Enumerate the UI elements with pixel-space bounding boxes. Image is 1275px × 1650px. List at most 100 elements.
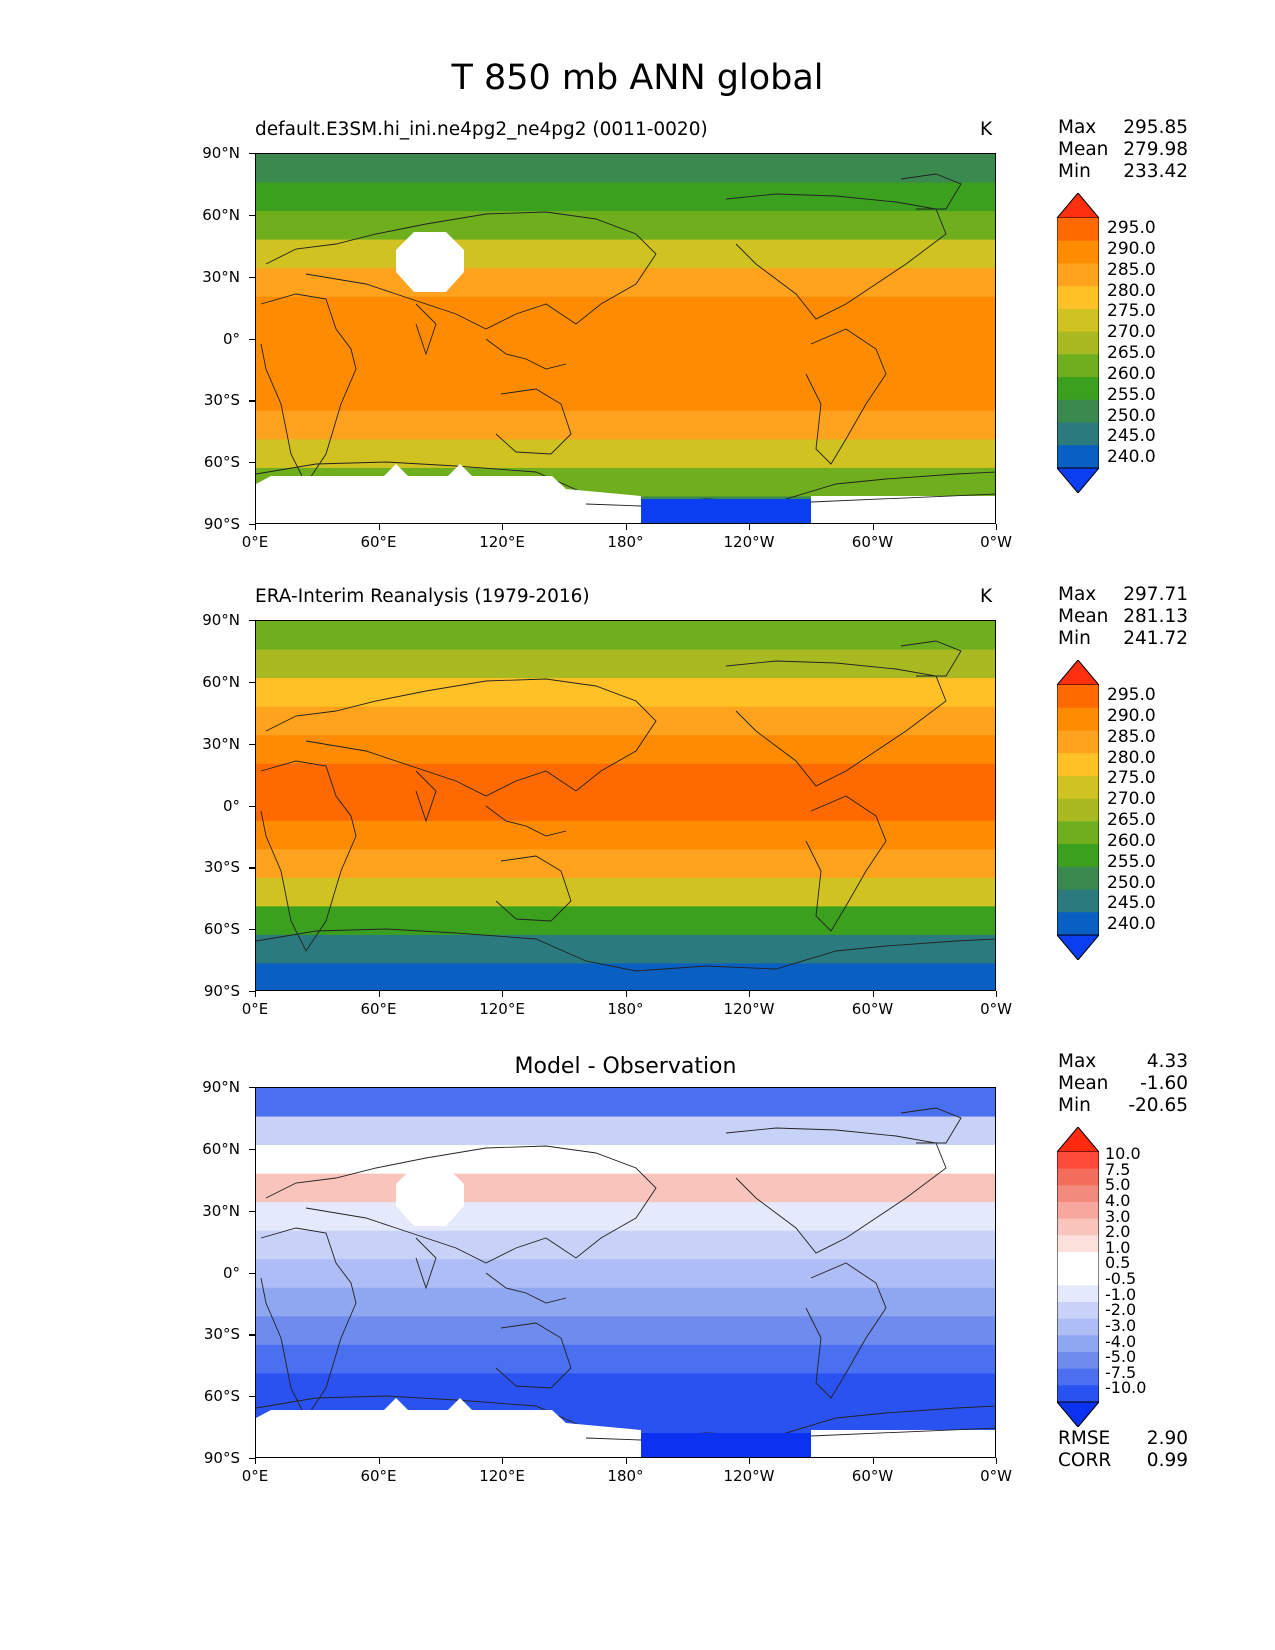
lat-tick-mark <box>249 1458 255 1460</box>
colorbar-label: 245.0 <box>1107 893 1156 914</box>
lat-tick-mark <box>249 276 255 278</box>
lat-tick-mark <box>249 1210 255 1212</box>
colorbar-segment <box>1057 1368 1099 1386</box>
coastline <box>265 1145 657 1264</box>
lat-tick-mark <box>249 524 255 526</box>
coastline <box>256 928 995 972</box>
lat-tick-label: 90°N <box>202 611 240 629</box>
lat-band <box>256 439 995 469</box>
antarctic-low-region <box>641 1433 811 1457</box>
lat-tick-mark <box>249 153 255 155</box>
colorbar-label: 255.0 <box>1107 851 1156 872</box>
lon-tick-mark <box>255 991 257 997</box>
lon-tick-mark <box>749 1458 751 1464</box>
stats-block: Max 4.33 Mean -1.60 Min -20.65 <box>1058 1051 1188 1117</box>
coastline <box>260 1227 357 1419</box>
colorbar-segment <box>1057 240 1099 265</box>
lat-band <box>256 325 995 355</box>
lat-band <box>256 1344 995 1375</box>
lat-tick-label: 60°S <box>203 920 240 939</box>
lat-band <box>256 353 995 384</box>
stat-max-label: Max <box>1058 584 1097 605</box>
lat-band <box>256 296 995 327</box>
colorbar-segment <box>1057 730 1099 754</box>
lat-band <box>256 706 995 737</box>
colorbar-segment <box>1057 1152 1099 1170</box>
colorbar-extend-top <box>1057 660 1099 686</box>
lat-band <box>256 154 995 184</box>
rmse-label: RMSE <box>1058 1428 1111 1449</box>
lon-tick-label: 60°W <box>851 533 894 551</box>
coastline <box>495 855 572 922</box>
lat-band <box>256 1202 995 1232</box>
lat-tick-label: 30°S <box>203 858 240 877</box>
colorbar-segment <box>1057 775 1099 800</box>
stat-min: 233.42 <box>1123 161 1188 182</box>
stat-mean-label: Mean <box>1058 1073 1109 1094</box>
lat-band <box>256 239 995 270</box>
panel-diff: Model - Observation Max 4.33 Mean -1.60 Mi… <box>0 1044 1275 1504</box>
lon-tick-label: 120°E <box>479 1000 525 1018</box>
map-field <box>256 1088 995 1457</box>
lon-tick-mark <box>872 991 874 997</box>
lat-tick-label: 30°S <box>203 1325 240 1344</box>
lat-band <box>256 1230 995 1261</box>
lat-band <box>256 849 995 879</box>
lat-band <box>256 1259 995 1289</box>
lat-tick-label: 90°S <box>203 1449 240 1467</box>
lat-tick-label: 0° <box>222 1263 240 1282</box>
lon-tick-label: 0°W <box>980 1000 1012 1018</box>
lat-tick-label: 90°N <box>202 1078 240 1096</box>
colorbar-segment <box>1057 1202 1099 1220</box>
missing-data-tibet <box>396 1166 464 1226</box>
lon-tick-label: 180° <box>607 1467 644 1485</box>
lat-tick-label: 60°N <box>202 672 240 691</box>
lon-tick-label: 180° <box>607 533 644 551</box>
missing-data-tibet <box>396 232 464 292</box>
lat-tick-mark <box>249 929 255 931</box>
stat-min-label: Min <box>1058 628 1091 649</box>
colorbar-segment <box>1057 889 1099 913</box>
missing-data-antarctica-east <box>811 1430 995 1457</box>
coastline <box>415 770 437 823</box>
lon-tick-mark <box>996 524 998 530</box>
map-model <box>255 153 996 524</box>
missing-data-antarctica-west <box>256 1398 641 1457</box>
coastline <box>485 1272 567 1304</box>
colorbar-label: 10.0 <box>1105 1144 1141 1163</box>
colorbar-extend-bottom <box>1057 1401 1099 1427</box>
lat-band <box>256 382 995 412</box>
lat-tick-mark <box>249 620 255 622</box>
colorbar-segment <box>1057 1335 1099 1353</box>
colorbar-label: -10.0 <box>1105 1378 1147 1398</box>
lat-band <box>256 268 995 298</box>
panel-obs: ERA-Interim Reanalysis (1979-2016) K Max… <box>0 577 1275 1037</box>
colorbar-label: -4.0 <box>1105 1331 1137 1351</box>
colorbar <box>1057 660 1099 960</box>
colorbar-label: -3.0 <box>1105 1315 1137 1335</box>
colorbar <box>1057 1127 1099 1427</box>
colorbar-label: 275.0 <box>1107 768 1156 789</box>
lon-tick-label: 120°W <box>723 533 775 551</box>
coastline <box>495 388 572 455</box>
lat-band <box>256 678 995 708</box>
lat-tick-mark <box>249 400 255 402</box>
coastline <box>415 303 437 356</box>
lon-tick-mark <box>996 991 998 997</box>
lat-tick-label: 60°N <box>202 1139 240 1158</box>
lon-tick-mark <box>996 1458 998 1464</box>
colorbar-segment <box>1057 354 1099 378</box>
stat-max: 297.71 <box>1123 584 1188 605</box>
lat-tick-mark <box>249 805 255 807</box>
lon-tick-mark <box>872 1458 874 1464</box>
lat-band <box>256 877 995 908</box>
corr-label: CORR <box>1058 1450 1112 1471</box>
colorbar-segment <box>1057 707 1099 732</box>
coastline <box>725 193 947 320</box>
colorbar-segment <box>1057 1385 1099 1403</box>
colorbar-label: -2.0 <box>1105 1300 1137 1320</box>
coastline <box>725 1127 947 1254</box>
lon-tick-mark <box>378 991 380 997</box>
colorbar-label: 7.5 <box>1105 1159 1131 1179</box>
lon-tick-label: 180° <box>607 1000 644 1018</box>
